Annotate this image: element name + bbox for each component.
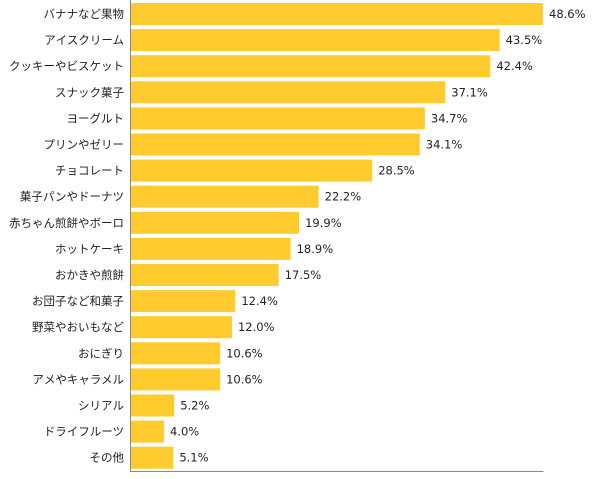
- value-label: 10.6%: [226, 372, 263, 386]
- category-label: 赤ちゃん煎餅やボーロ: [9, 216, 124, 230]
- value-label: 12.0%: [238, 320, 275, 334]
- value-label: 34.7%: [431, 111, 468, 125]
- value-label: 4.0%: [170, 425, 199, 439]
- category-label: ホットケーキ: [55, 242, 124, 256]
- category-label: チョコレート: [55, 164, 124, 178]
- category-label: アメやキャラメル: [32, 372, 124, 386]
- category-label: 菓子パンやドーナツ: [20, 190, 124, 204]
- value-label: 37.1%: [451, 85, 488, 99]
- bar: [130, 368, 221, 391]
- bar: [130, 264, 279, 286]
- category-label: 野菜やおいもなど: [32, 320, 124, 334]
- bar: [130, 107, 425, 130]
- category-label: バナナなど果物: [44, 7, 125, 21]
- bar: [130, 237, 291, 260]
- value-label: 10.6%: [226, 346, 263, 360]
- value-label: 28.5%: [378, 164, 415, 178]
- value-label: 17.5%: [285, 268, 322, 282]
- value-label: 34.1%: [426, 138, 463, 152]
- value-label: 42.4%: [496, 59, 533, 73]
- bar: [130, 81, 446, 104]
- bar: [130, 29, 500, 52]
- value-label: 18.9%: [297, 242, 334, 256]
- category-label: おかきや煎餅: [55, 268, 124, 282]
- category-labels-group: バナナなど果物アイスクリームクッキーやビスケットスナック菓子ヨーグルトプリンやゼ…: [9, 7, 124, 465]
- value-label: 12.4%: [241, 294, 278, 308]
- bars-group: [130, 3, 543, 469]
- category-label: アイスクリーム: [44, 33, 124, 47]
- category-label: ドライフルーツ: [44, 425, 124, 439]
- value-label: 5.2%: [180, 399, 209, 413]
- bar: [130, 133, 420, 156]
- category-label: おにぎり: [78, 346, 124, 360]
- bar: [130, 342, 221, 365]
- bar: [130, 159, 373, 182]
- value-label: 5.1%: [179, 451, 208, 465]
- category-label: ヨーグルト: [67, 111, 125, 125]
- value-label: 43.5%: [506, 33, 543, 47]
- value-label: 19.9%: [305, 216, 342, 230]
- bar: [130, 55, 491, 78]
- bar: [130, 3, 543, 25]
- category-label: プリンやゼリー: [44, 138, 125, 152]
- bar: [130, 446, 174, 469]
- category-label: クッキーやビスケット: [9, 59, 124, 73]
- value-label: 22.2%: [325, 190, 362, 204]
- category-label: シリアル: [78, 399, 124, 413]
- value-label: 48.6%: [549, 7, 586, 21]
- bar: [130, 316, 232, 339]
- bar: [130, 290, 236, 313]
- bar: [130, 185, 319, 208]
- category-label: お団子など和菓子: [32, 294, 124, 308]
- value-labels-group: 48.6% 43.5% 42.4% 37.1% 34.7% 34.1% 28.5% 22.2%…: [170, 7, 586, 465]
- category-label: スナック菓子: [55, 85, 124, 99]
- bar: [130, 420, 164, 443]
- category-label: その他: [90, 451, 125, 465]
- bar: [130, 394, 175, 417]
- bar: [130, 211, 300, 234]
